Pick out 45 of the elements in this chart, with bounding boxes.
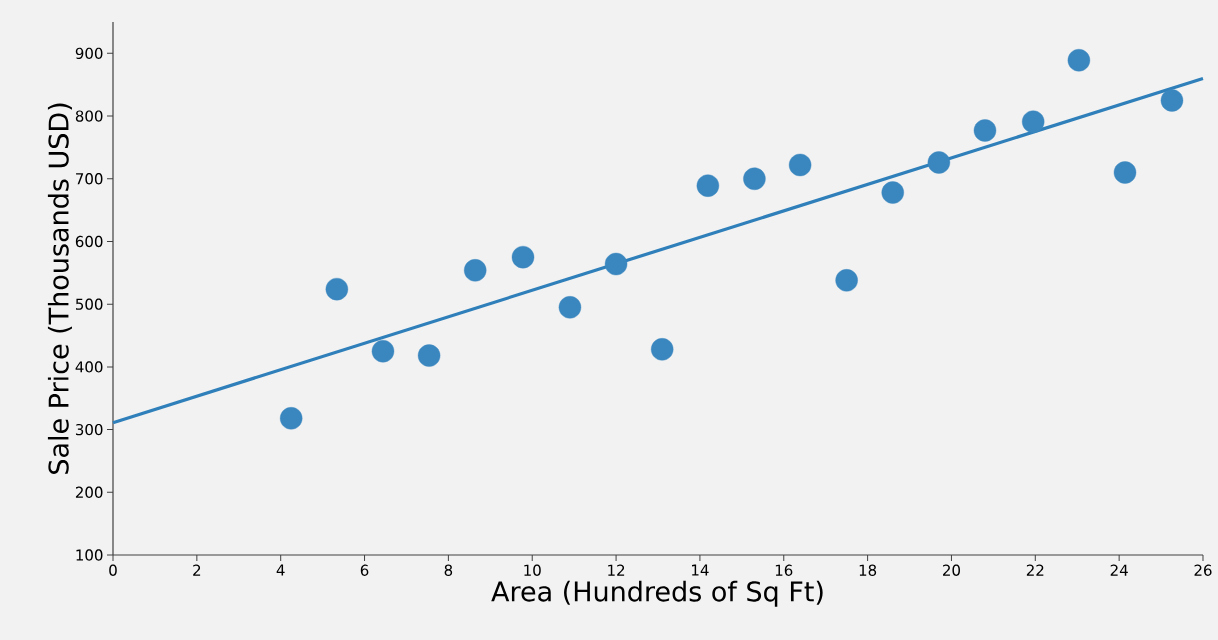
point — [788, 153, 812, 177]
x-axis-title: Area (Hundreds of Sq Ft) — [491, 580, 823, 607]
y-tick-label: 400 — [75, 361, 103, 373]
y-tick-label: 100 — [76, 549, 103, 561]
y-tick-label: 900 — [75, 47, 103, 60]
x-tick-label: 8 — [444, 564, 453, 576]
point — [881, 181, 904, 204]
y-tick-label: 800 — [75, 110, 103, 122]
point — [1067, 49, 1091, 72]
point — [558, 296, 582, 319]
x-tick-label: 4 — [276, 564, 285, 576]
x-tick-label: 20 — [943, 564, 960, 576]
x-tick-label: 12 — [608, 564, 625, 576]
x-tick-label: 10 — [524, 564, 541, 576]
y-tick-label: 200 — [75, 486, 103, 498]
x-tick-label: 24 — [1110, 564, 1128, 576]
point — [696, 174, 720, 197]
y-tick-label: 500 — [76, 298, 103, 310]
point — [743, 167, 766, 190]
y-axis-title: Sale Price (Thousands USD) — [47, 103, 72, 474]
x-tick-label: 0 — [109, 564, 117, 576]
point — [325, 277, 349, 301]
x-tick-label: 2 — [193, 564, 201, 576]
point — [650, 338, 674, 361]
point — [927, 151, 951, 174]
x-tick-label: 16 — [775, 564, 793, 576]
point — [604, 252, 628, 276]
point — [973, 119, 997, 142]
point — [1022, 110, 1045, 133]
point — [511, 245, 535, 269]
x-tick-label: 18 — [859, 564, 877, 576]
x-tick-label: 6 — [360, 564, 369, 576]
x-tick-label: 26 — [1194, 564, 1212, 576]
y-tick-label: 700 — [76, 173, 103, 185]
point — [835, 269, 858, 292]
point — [279, 407, 303, 430]
x-tick-label: 14 — [692, 564, 709, 576]
point — [464, 259, 487, 282]
point — [371, 340, 395, 363]
point — [1113, 161, 1137, 184]
x-tick-label: 22 — [1026, 564, 1044, 576]
point — [1160, 89, 1184, 112]
y-tick-label: 300 — [75, 423, 103, 436]
point — [417, 344, 441, 367]
y-tick-label: 600 — [75, 235, 103, 248]
